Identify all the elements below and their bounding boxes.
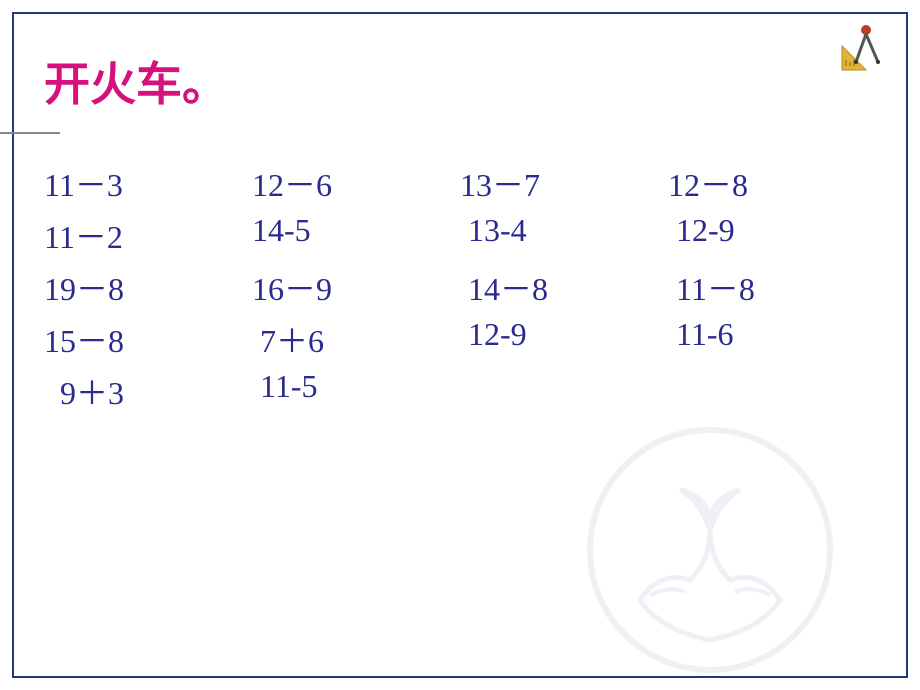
problem-cell: 12-9: [460, 316, 668, 362]
problem-row: 19－8 16－9 14－8 11－8: [44, 264, 876, 310]
problem-cell: 14-5: [252, 212, 460, 258]
divider-line: [0, 132, 60, 134]
problem-cell: 11－3: [44, 160, 252, 206]
problem-cell: 15－8: [44, 316, 252, 362]
problem-row: 9＋3 11-5: [44, 368, 876, 414]
problem-cell: 19－8: [44, 264, 252, 310]
page-title: 开火车。: [44, 48, 228, 114]
problem-cell: 12－6: [252, 160, 460, 206]
hands-plant-logo: [580, 420, 840, 680]
problem-cell: 13-4: [460, 212, 668, 258]
problem-cell: 9＋3: [44, 368, 252, 414]
problem-cell: 14－8: [460, 264, 668, 310]
problem-cell: 11－8: [668, 264, 876, 310]
problem-cell: 12－8: [668, 160, 876, 206]
problem-cell: 13－7: [460, 160, 668, 206]
problem-cell: 16－9: [252, 264, 460, 310]
problem-row: 11－2 14-5 13-4 12-9: [44, 212, 876, 258]
problem-cell: 11－2: [44, 212, 252, 258]
problem-row: 15－8 7＋6 12-9 11-6: [44, 316, 876, 362]
compass-ruler-icon: [836, 20, 892, 76]
problem-cell: 11-6: [668, 316, 876, 362]
problems-grid: 11－3 12－6 13－7 12－8 11－2 14-5 13-4 12-9 …: [44, 160, 876, 420]
problem-cell: 12-9: [668, 212, 876, 258]
problem-row: 11－3 12－6 13－7 12－8: [44, 160, 876, 206]
problem-cell: 11-5: [252, 368, 460, 414]
problem-cell: 7＋6: [252, 316, 460, 362]
problem-cell: [460, 368, 668, 414]
problem-cell: [668, 368, 876, 414]
